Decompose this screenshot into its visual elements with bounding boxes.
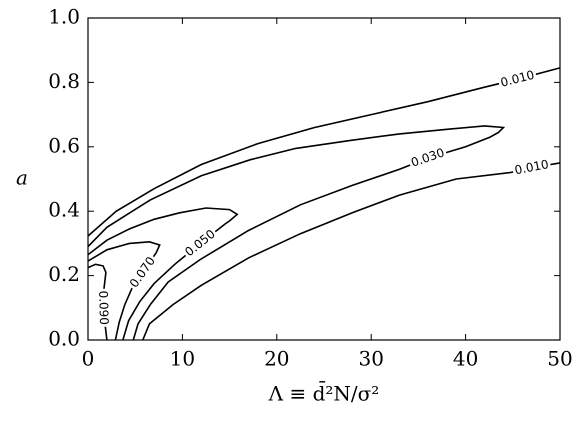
contour-label-group: 0.010 [511,157,552,179]
x-tick-label: 30 [358,347,383,371]
contour-label: 0.050 [182,227,218,259]
contour-label-gap [95,288,111,327]
y-tick-label: 0.8 [48,69,80,93]
y-tick-label: 1.0 [48,5,80,29]
y-axis-label: a [16,166,28,190]
contour-label: 0.010 [513,157,549,177]
x-tick-label: 50 [547,347,572,371]
y-tick-label: 0.4 [48,198,80,222]
x-axis-label: Λ ≡ d̄²N/σ² [268,380,380,405]
contour-line [87,125,506,341]
plot-frame [87,17,561,341]
contour-label-group: 0.030 [407,145,449,171]
x-tick-label: 20 [264,347,289,371]
y-tick-label: 0.2 [48,262,80,286]
contour-label-group: 0.090 [95,288,111,327]
contour-label-group: 0.050 [181,226,220,261]
contour-label-group: 0.070 [126,252,160,292]
x-tick-label: 0 [82,347,95,371]
contour-label-gap [126,252,160,292]
x-tick-label: 40 [453,347,478,371]
x-tick-label: 10 [170,347,195,371]
contour-label-gap [497,67,538,91]
contour-label-gap [511,157,552,179]
contour-label-group: 0.010 [497,67,538,91]
y-tick-label: 0.0 [48,327,80,351]
contour-label: 0.030 [409,145,446,169]
contour-line [87,207,239,341]
contour-label-gap [407,145,449,171]
y-tick-label: 0.6 [48,133,80,157]
contour-line [87,67,561,341]
contour-label: 0.090 [96,290,111,325]
contour-label-gap [181,226,220,261]
